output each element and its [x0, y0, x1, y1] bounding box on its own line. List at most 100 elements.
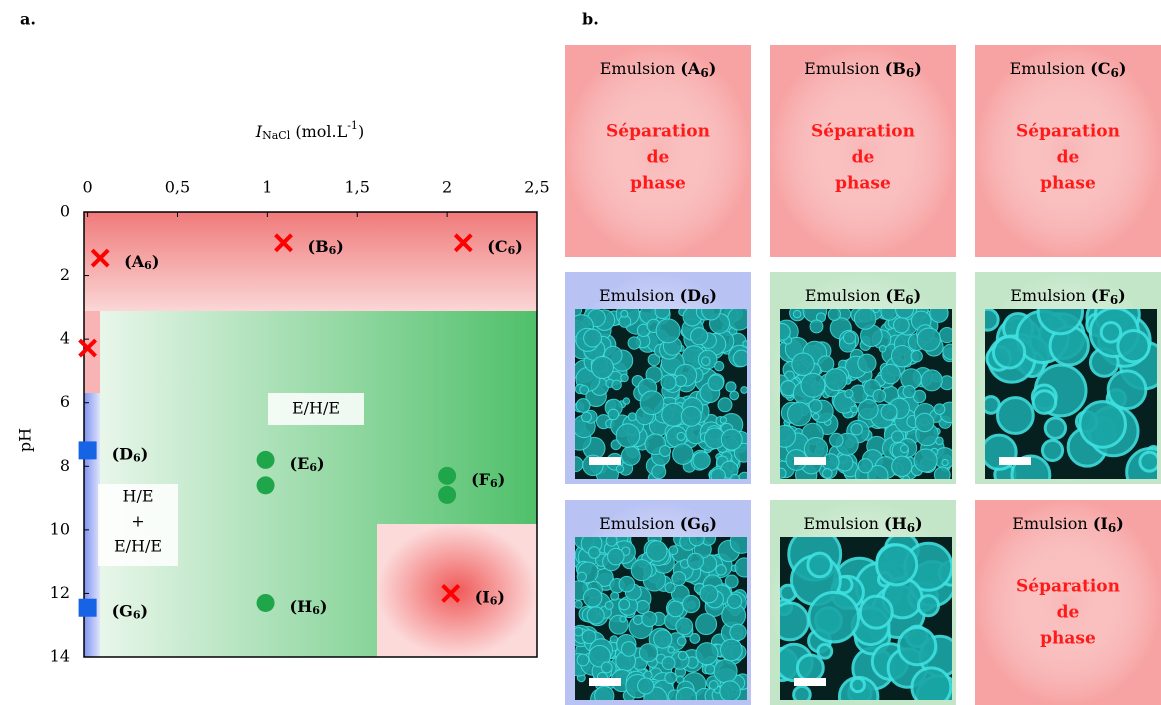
point-label-part: 6 — [312, 604, 320, 617]
y-tick-label: 6 — [60, 392, 70, 411]
plot: 0 0,5 1 1,5 2 2,5 0 2 4 6 8 10 12 14 INaCl (mol.L-1) pH… — [16, 119, 550, 666]
droplet — [646, 540, 668, 562]
point-circle — [438, 485, 457, 504]
point-label-part: 6 — [508, 244, 516, 257]
region-blue — [84, 393, 100, 657]
tile-title-part: ) — [709, 59, 717, 78]
droplet — [822, 468, 833, 479]
droplet — [615, 464, 625, 474]
droplet — [581, 629, 597, 645]
droplet — [710, 468, 726, 479]
droplet — [910, 666, 952, 700]
x-axis-label-part: (mol.L — [290, 122, 347, 141]
droplet — [787, 401, 812, 427]
droplet — [878, 344, 887, 353]
region-red — [377, 524, 537, 657]
tile-text: de — [647, 148, 670, 168]
droplet — [720, 638, 743, 662]
droplet — [1116, 329, 1151, 364]
droplet — [816, 642, 834, 660]
droplet — [780, 424, 797, 448]
point-label-part: (F — [471, 469, 491, 488]
droplet — [627, 412, 637, 422]
point-label-part: ) — [141, 444, 149, 463]
droplet — [618, 575, 636, 593]
tile-title-part: Emulsion — [805, 286, 886, 305]
droplet — [719, 416, 728, 424]
droplet — [627, 336, 641, 350]
droplet — [605, 537, 618, 547]
droplet — [695, 642, 719, 666]
x-tick-label: 1,5 — [345, 178, 370, 197]
droplet — [807, 590, 861, 644]
droplet — [942, 343, 952, 360]
tile-title: Emulsion (G6) — [599, 514, 717, 535]
region-label: + — [131, 512, 144, 531]
droplet — [708, 680, 719, 690]
annotation-box — [268, 393, 364, 425]
droplet — [583, 328, 603, 348]
y-tick-label: 14 — [50, 647, 70, 666]
point-label-part: (H — [290, 596, 313, 615]
droplet — [910, 350, 923, 363]
droplet — [622, 397, 631, 405]
scale-bar — [589, 678, 621, 686]
point-square — [78, 441, 97, 460]
annotation-box — [98, 484, 178, 566]
y-tick-label: 12 — [50, 583, 70, 602]
tile-text: Séparation — [1016, 122, 1120, 142]
droplet — [615, 423, 641, 448]
droplet — [853, 309, 877, 330]
droplet — [638, 643, 659, 663]
tile-text: phase — [1040, 629, 1096, 649]
droplet — [575, 626, 584, 637]
droplet — [607, 547, 625, 566]
droplet — [647, 353, 661, 367]
droplet — [1078, 400, 1127, 449]
droplet — [637, 677, 655, 695]
droplet — [895, 309, 915, 319]
droplet — [576, 571, 587, 582]
tile-title: Emulsion (B6) — [804, 59, 922, 80]
droplet — [935, 436, 944, 446]
tile-glow — [565, 45, 751, 257]
tile-title-part: ) — [709, 286, 717, 305]
tile-title-part: ) — [914, 59, 922, 78]
droplet — [719, 680, 741, 700]
droplet — [715, 564, 727, 576]
droplet — [729, 537, 747, 554]
droplet — [720, 428, 743, 451]
point-label-part: 6 — [309, 461, 317, 474]
droplet — [780, 467, 787, 479]
plot-frame — [83, 211, 538, 658]
tile-title-part: ) — [1116, 514, 1124, 533]
droplet — [795, 653, 825, 683]
y-tick-label: 10 — [50, 519, 70, 538]
tile-title-part: 6 — [906, 66, 914, 80]
x-axis-label-part: ) — [358, 122, 364, 141]
droplet — [808, 399, 823, 414]
x-tick-label: 0 — [83, 178, 93, 197]
tile-title-part: (A — [680, 59, 701, 78]
point-cross — [274, 233, 293, 253]
droplet — [677, 650, 688, 661]
point-label-part: 6 — [329, 244, 337, 257]
tile-text: phase — [1040, 174, 1096, 194]
micrograph — [780, 537, 952, 700]
point-label-part: (E — [290, 453, 310, 472]
point-label-part: ) — [498, 469, 506, 488]
droplet — [672, 443, 694, 465]
tile-title: Emulsion (H6) — [803, 514, 922, 535]
droplet — [875, 543, 919, 587]
droplet — [791, 352, 815, 376]
droplet — [680, 405, 702, 427]
tile-title-part: 6 — [1110, 293, 1118, 307]
tile-title-part: (F — [1091, 286, 1111, 305]
droplet — [1099, 321, 1123, 344]
droplet — [618, 598, 631, 611]
droplet — [701, 309, 721, 321]
point-label-part: (D — [112, 444, 134, 463]
droplet — [692, 451, 711, 470]
panel-label: a. — [20, 10, 36, 29]
droplet — [867, 464, 889, 479]
